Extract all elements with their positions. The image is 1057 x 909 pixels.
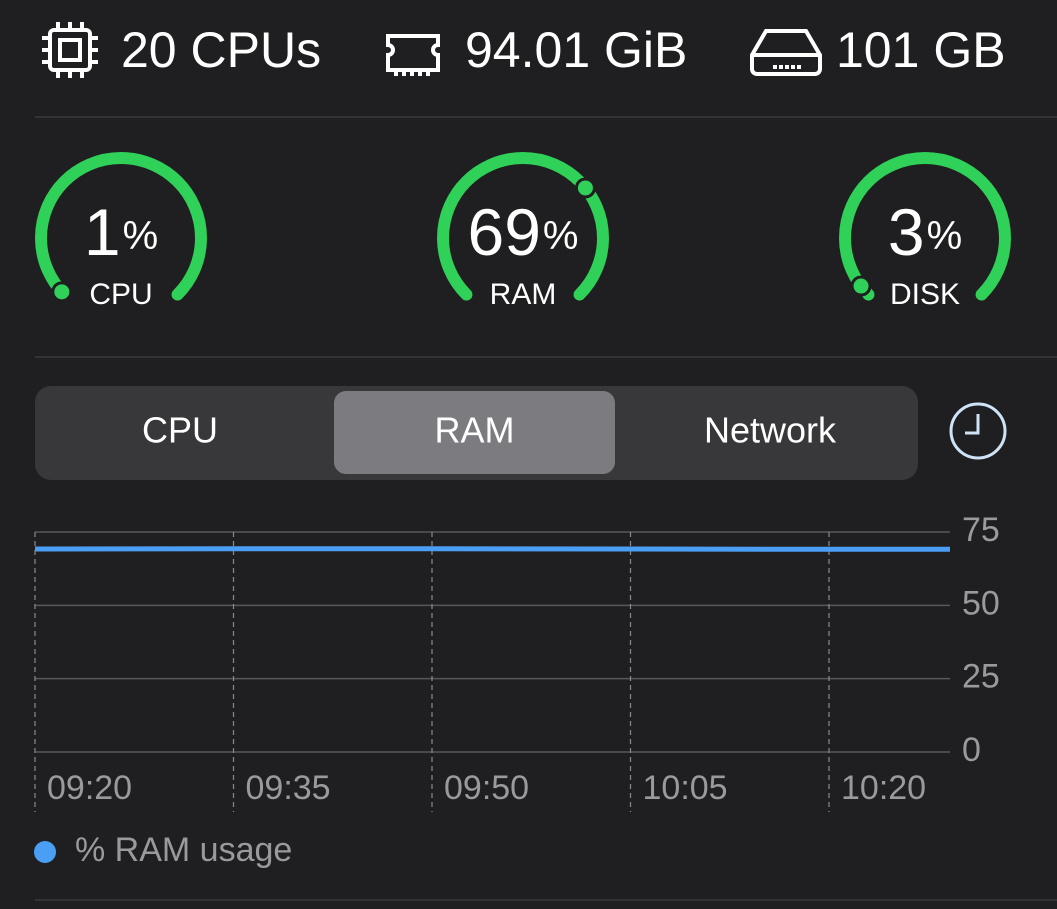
gauge-value: 1% bbox=[84, 195, 158, 269]
gauge-indicator bbox=[850, 275, 872, 297]
x-tick-label: 09:50 bbox=[444, 769, 529, 807]
legend-marker bbox=[34, 841, 56, 863]
y-tick-label: 25 bbox=[962, 658, 1000, 696]
x-tick-label: 10:05 bbox=[643, 769, 728, 807]
gauge-label: CPU bbox=[89, 278, 152, 311]
tab-label[interactable]: CPU bbox=[142, 410, 218, 451]
gauge-arc bbox=[839, 152, 1011, 301]
gauge-unit: % bbox=[123, 214, 159, 258]
gauge-unit: % bbox=[927, 214, 963, 258]
gauge-value: 3% bbox=[888, 195, 962, 269]
gauge-number: 69 bbox=[468, 195, 541, 269]
gauge-label: DISK bbox=[890, 278, 960, 311]
gauge-indicator bbox=[51, 281, 73, 303]
series-line bbox=[35, 546, 950, 552]
gauge-number: 1 bbox=[84, 195, 121, 269]
x-tick-label: 09:20 bbox=[47, 769, 132, 807]
disk-icon bbox=[750, 29, 822, 76]
gauge-label: RAM bbox=[490, 278, 557, 311]
x-tick-label: 10:20 bbox=[841, 769, 926, 807]
gauge-number: 3 bbox=[888, 195, 925, 269]
legend-label: % RAM usage bbox=[75, 831, 292, 869]
y-tick-label: 0 bbox=[962, 731, 981, 769]
gauge-unit: % bbox=[543, 214, 579, 258]
cpu-count: 20 CPUs bbox=[121, 22, 321, 78]
disk-size: 101 GB bbox=[836, 22, 1006, 78]
cpu-icon bbox=[42, 22, 98, 78]
tab-active[interactable] bbox=[334, 391, 615, 474]
chart: 0 25 50 75 09:20 09:35 09:50 10:05 10:20 % RAM us… bbox=[34, 511, 1000, 869]
x-tick-label: 09:35 bbox=[246, 769, 331, 807]
history-button[interactable] bbox=[949, 402, 1007, 460]
tabs: CPU RAM Network bbox=[142, 391, 837, 474]
tab-label[interactable]: RAM bbox=[435, 410, 515, 451]
tab-label[interactable]: Network bbox=[704, 410, 837, 451]
gauge-arc bbox=[437, 152, 609, 301]
y-tick-label: 50 bbox=[962, 584, 1000, 622]
y-tick-label: 75 bbox=[962, 511, 1000, 549]
gauge-arc bbox=[35, 152, 207, 301]
gauge-value: 69% bbox=[468, 195, 579, 269]
memory-icon bbox=[386, 34, 440, 76]
memory-size: 94.01 GiB bbox=[465, 22, 687, 78]
gauge-indicator bbox=[574, 177, 596, 199]
gauges: 1% CPU 69% RAM 3% DISK bbox=[35, 152, 1011, 311]
